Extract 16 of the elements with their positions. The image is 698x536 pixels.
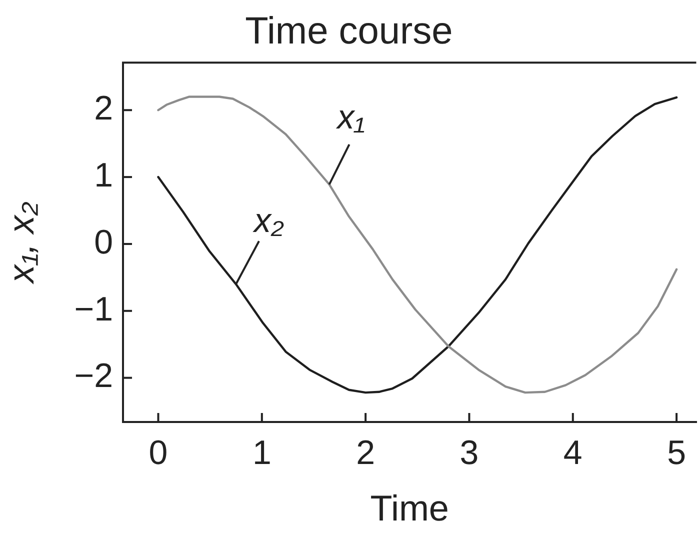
y-axis-title: x₁, x₂ — [0, 201, 42, 285]
y-tick-label: −1 — [74, 290, 113, 328]
y-tick-label: −2 — [74, 357, 113, 396]
x-tick-label: 4 — [563, 434, 582, 472]
y-tick-label: 1 — [94, 156, 113, 194]
x-tick-label: 2 — [356, 434, 376, 472]
x-tick-label: 1 — [252, 434, 272, 472]
y-tick-label: 2 — [94, 89, 113, 128]
chart-title: Time course — [245, 10, 453, 52]
series-label: x₁ — [335, 98, 366, 136]
x-tick-label: 5 — [667, 434, 686, 472]
y-tick-label: 0 — [94, 223, 113, 262]
x-tick-label: 3 — [460, 434, 479, 472]
series-label: x₂ — [252, 202, 284, 240]
x-axis-title: Time — [370, 487, 449, 528]
x-tick-label: 0 — [148, 434, 168, 472]
